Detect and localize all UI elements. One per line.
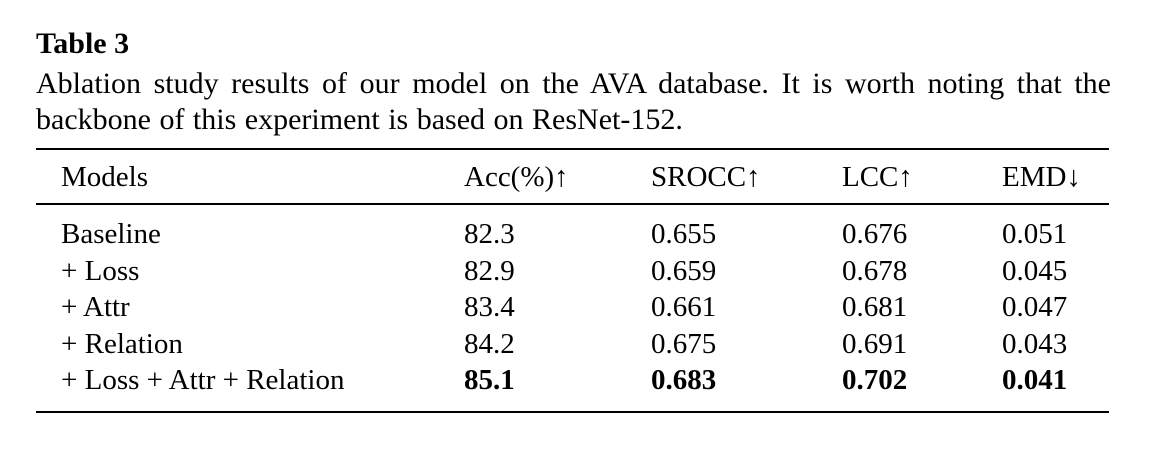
lcc-cell: 0.681 [842, 291, 908, 324]
table-row: + Loss + Attr + Relation 85.1 0.683 0.702 0.… [36, 362, 1109, 412]
srocc-cell: 0.655 [651, 218, 717, 250]
acc-cell: 84.2 [464, 327, 515, 360]
emd-cell: 0.043 [1002, 327, 1068, 360]
results-table: Models Acc(%)↑ SROCC↑ LCC↑ EMD↓ Baseline… [36, 148, 1109, 413]
paper-table-figure: Table 3 Ablation study results of our mo… [36, 26, 1111, 413]
lcc-cell: 0.691 [842, 327, 908, 360]
model-cell: + Loss + Attr + Relation [61, 364, 345, 397]
srocc-cell: 0.675 [651, 327, 717, 360]
emd-cell: 0.041 [1002, 364, 1068, 397]
table-label: Table 3 [36, 27, 130, 60]
acc-cell: 85.1 [464, 364, 515, 397]
lcc-cell: 0.702 [842, 364, 908, 397]
srocc-cell: 0.683 [651, 364, 717, 397]
col-header-emd: EMD↓ [1002, 149, 1109, 205]
acc-cell: 82.3 [464, 218, 515, 250]
col-header-lcc: LCC↑ [842, 149, 1002, 205]
acc-cell: 83.4 [464, 291, 515, 324]
col-header-acc: Acc(%)↑ [464, 149, 651, 205]
emd-cell: 0.051 [1002, 218, 1068, 250]
emd-cell: 0.045 [1002, 254, 1068, 287]
table-caption: Ablation study results of our model on t… [36, 67, 1111, 136]
lcc-cell: 0.678 [842, 254, 908, 287]
header-row: Models Acc(%)↑ SROCC↑ LCC↑ EMD↓ [36, 149, 1109, 205]
model-cell: + Relation [61, 327, 183, 360]
col-header-models: Models [36, 149, 464, 205]
srocc-cell: 0.661 [651, 291, 717, 324]
col-header-srocc: SROCC↑ [651, 149, 842, 205]
acc-cell: 82.9 [464, 254, 515, 287]
model-cell: + Attr [61, 291, 130, 324]
table-row: + Loss 82.9 0.659 0.678 0.045 [36, 253, 1109, 290]
table-row: + Relation 84.2 0.675 0.691 0.043 [36, 326, 1109, 363]
lcc-cell: 0.676 [842, 218, 908, 250]
model-cell: + Loss [61, 254, 140, 287]
srocc-cell: 0.659 [651, 254, 717, 287]
emd-cell: 0.047 [1002, 291, 1068, 324]
model-cell: Baseline [61, 218, 161, 250]
table-row: + Attr 83.4 0.661 0.681 0.047 [36, 289, 1109, 326]
table-body: Baseline 82.3 0.655 0.676 0.051 + Loss 82.9 0.6… [36, 204, 1109, 412]
table-row: Baseline 82.3 0.655 0.676 0.051 [36, 204, 1109, 253]
